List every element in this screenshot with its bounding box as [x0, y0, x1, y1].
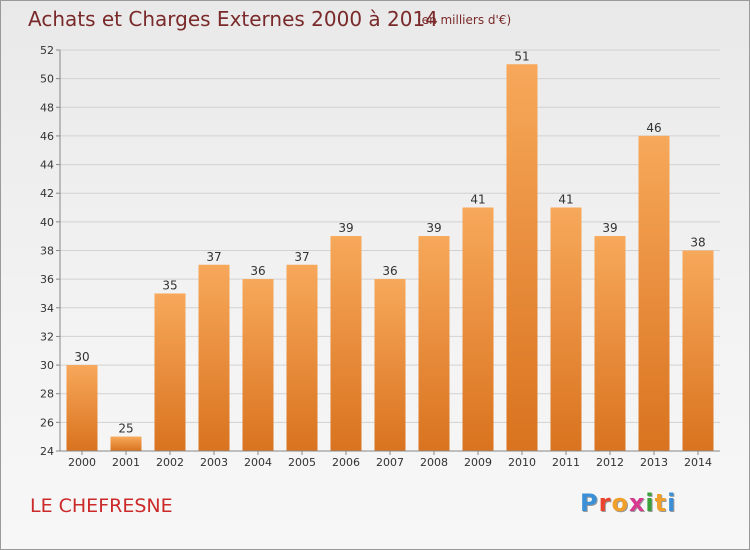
bar-2014 — [682, 250, 714, 451]
bar-2011 — [550, 207, 582, 451]
bars-layer — [66, 64, 714, 452]
commune-name: LE CHEFRESNE — [30, 495, 173, 517]
x-tick-label: 2013 — [640, 456, 668, 469]
labels-layer: 30 25 35 37 36 37 39 36 39 41 51 41 39 46 38 — [74, 49, 705, 435]
x-tick-label: 2014 — [684, 456, 712, 469]
x-tick-label: 2011 — [552, 456, 580, 469]
axis-layer: 24 26 28 30 32 34 36 38 40 42 44 46 48 50 52 2000 2001 20… — [40, 44, 720, 469]
bar-2013 — [638, 135, 670, 451]
y-tick-label: 32 — [40, 330, 54, 343]
proxiti-logo[interactable]: Proxiti — [580, 489, 676, 517]
bar-2012 — [594, 236, 626, 451]
chart-title: Achats et Charges Externes 2000 à 2014 — [28, 7, 438, 31]
logo-letter: r — [598, 489, 612, 517]
bar-2000 — [66, 365, 98, 451]
logo-letter: t — [654, 489, 668, 517]
data-label-2006: 39 — [338, 221, 353, 235]
chart-unit: (en milliers d'€) — [417, 13, 512, 27]
x-tick-label: 2005 — [288, 456, 316, 469]
logo-letter: i — [667, 489, 677, 517]
data-label-2010: 51 — [514, 49, 529, 63]
y-tick-label: 28 — [40, 388, 54, 401]
bar-2004 — [242, 279, 274, 451]
data-label-2002: 35 — [162, 278, 177, 292]
x-tick-label: 2002 — [156, 456, 184, 469]
data-label-2003: 37 — [206, 250, 221, 264]
bar-2009 — [462, 207, 494, 451]
data-label-2011: 41 — [558, 193, 573, 207]
y-tick-label: 34 — [40, 302, 54, 315]
y-tick-label: 52 — [40, 44, 54, 57]
data-label-2005: 37 — [294, 250, 309, 264]
x-tick-label: 2012 — [596, 456, 624, 469]
data-label-2014: 38 — [690, 236, 705, 250]
y-tick-label: 36 — [40, 273, 54, 286]
logo-letter: o — [611, 489, 629, 517]
data-label-2001: 25 — [118, 422, 133, 436]
data-label-2004: 36 — [250, 264, 265, 278]
logo-letter: P — [580, 489, 599, 517]
x-tick-label: 2008 — [420, 456, 448, 469]
data-label-2000: 30 — [74, 350, 89, 364]
bar-2001 — [110, 436, 142, 451]
y-tick-label: 44 — [40, 159, 54, 172]
y-tick-label: 48 — [40, 101, 54, 114]
y-tick-label: 24 — [40, 445, 54, 458]
bar-2007 — [374, 279, 406, 451]
bar-2005 — [286, 264, 318, 451]
y-tick-label: 50 — [40, 73, 54, 86]
y-tick-label: 46 — [40, 130, 54, 143]
bar-2006 — [330, 236, 362, 451]
x-tick-label: 2001 — [112, 456, 140, 469]
x-tick-label: 2003 — [200, 456, 228, 469]
logo-letter: i — [645, 489, 655, 517]
data-label-2009: 41 — [470, 193, 485, 207]
y-tick-label: 30 — [40, 359, 54, 372]
x-tick-label: 2010 — [508, 456, 536, 469]
bar-2003 — [198, 264, 230, 451]
y-tick-label: 38 — [40, 245, 54, 258]
x-tick-label: 2009 — [464, 456, 492, 469]
y-tick-label: 26 — [40, 416, 54, 429]
x-tick-label: 2004 — [244, 456, 272, 469]
data-label-2008: 39 — [426, 221, 441, 235]
bar-2002 — [154, 293, 186, 451]
logo-letter: x — [628, 489, 646, 517]
data-label-2012: 39 — [602, 221, 617, 235]
x-tick-label: 2007 — [376, 456, 404, 469]
y-tick-label: 40 — [40, 216, 54, 229]
x-tick-label: 2000 — [68, 456, 96, 469]
bar-2010 — [506, 64, 538, 452]
data-label-2007: 36 — [382, 264, 397, 278]
y-tick-label: 42 — [40, 187, 54, 200]
x-tick-label: 2006 — [332, 456, 360, 469]
data-label-2013: 46 — [646, 121, 661, 135]
bar-2008 — [418, 236, 450, 451]
